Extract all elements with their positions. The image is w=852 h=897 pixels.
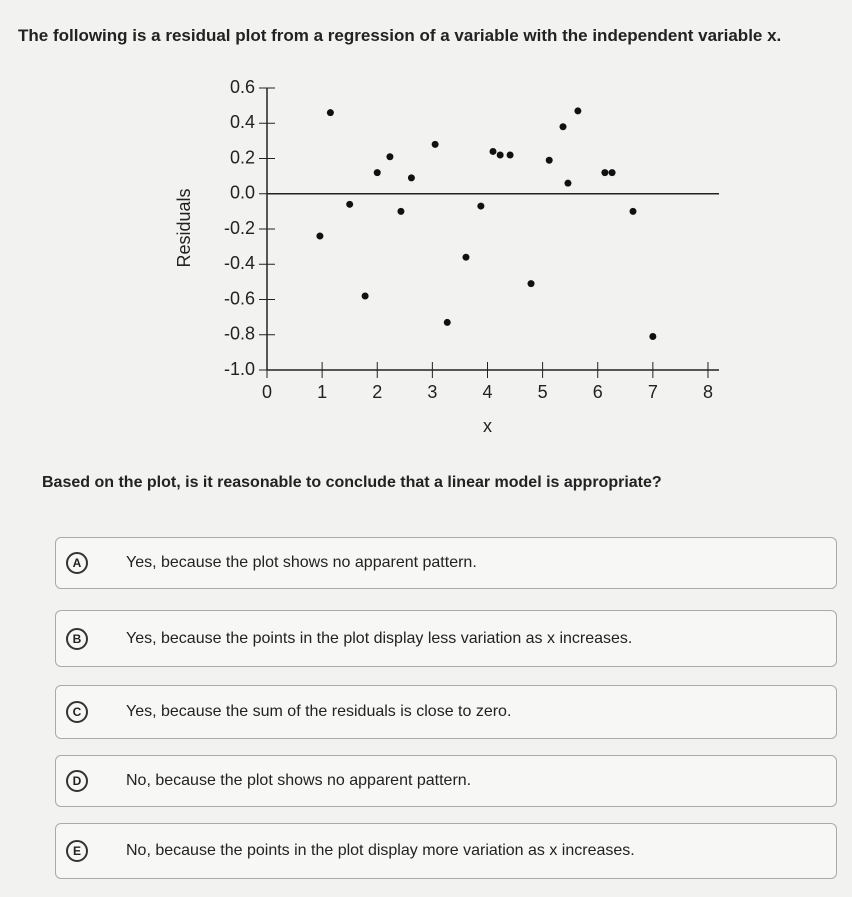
option-letter: B xyxy=(66,627,88,650)
point xyxy=(574,107,582,115)
option-letter: A xyxy=(66,552,88,574)
answer-option[interactable]: A Yes, because the plot shows no apparent… xyxy=(55,537,837,589)
y-tick-label: 0.4 xyxy=(230,112,255,132)
option-text: Yes, because the plot shows no apparent … xyxy=(126,554,477,571)
point xyxy=(326,109,334,117)
y-axis-label: Residuals xyxy=(174,188,194,267)
point xyxy=(601,169,609,177)
y-tick-label: -0.8 xyxy=(224,324,255,344)
x-axis-label: x xyxy=(483,416,492,436)
x-tick-label: 3 xyxy=(427,382,437,402)
point xyxy=(496,151,504,159)
x-tick-label: 6 xyxy=(593,382,603,402)
point xyxy=(527,280,535,288)
point xyxy=(649,333,657,341)
answer-option[interactable]: C Yes, because the sum of the residuals i… xyxy=(55,685,837,739)
option-text: No, because the plot shows no apparent p… xyxy=(126,772,472,789)
option-text: Yes, because the points in the plot disp… xyxy=(126,629,633,647)
point xyxy=(346,200,354,208)
option-letter: C xyxy=(66,701,88,723)
x-tick-label: 0 xyxy=(262,382,272,402)
answer-option[interactable]: E No, because the points in the plot disp… xyxy=(55,823,837,879)
point xyxy=(489,147,497,155)
x-tick-label: 8 xyxy=(703,382,713,402)
point xyxy=(397,207,405,215)
x-tick-label: 5 xyxy=(538,382,548,402)
y-tick-label: -0.2 xyxy=(224,218,255,238)
option-letter: E xyxy=(66,840,88,862)
point xyxy=(462,253,470,261)
option-text: Yes, because the sum of the residuals is… xyxy=(126,703,512,720)
question: Based on the plot, is it reasonable to c… xyxy=(42,474,662,491)
y-tick-label: -1.0 xyxy=(224,359,255,379)
x-tick-label: 2 xyxy=(372,382,382,402)
x-tick-label: 4 xyxy=(482,382,492,402)
point xyxy=(629,207,637,215)
answer-option[interactable]: D No, because the plot shows no apparent … xyxy=(55,755,837,807)
y-tick-label: -0.6 xyxy=(224,288,255,308)
point xyxy=(361,292,369,300)
option-text: No, because the points in the plot displ… xyxy=(126,842,635,859)
point xyxy=(386,153,394,161)
point xyxy=(316,232,324,240)
question-title: The following is a residual plot from a … xyxy=(18,26,782,45)
x-tick-label: 7 xyxy=(648,382,658,402)
y-tick-label: 0.0 xyxy=(230,183,255,203)
point xyxy=(373,169,381,177)
point xyxy=(407,174,415,182)
point xyxy=(545,156,553,164)
answer-option[interactable]: B Yes, because the points in the plot dis… xyxy=(55,610,837,667)
point xyxy=(608,169,616,177)
point xyxy=(564,179,572,187)
y-tick-label: 0.6 xyxy=(230,77,255,97)
point xyxy=(506,151,514,159)
point xyxy=(559,123,567,131)
point xyxy=(443,318,451,326)
point xyxy=(477,202,485,210)
y-tick-label: 0.2 xyxy=(230,147,255,167)
y-tick-label: -0.4 xyxy=(224,253,255,273)
option-letter: D xyxy=(66,770,88,792)
chart: -1.0 -0.8 -0.6 -0.4 -0.2 0.0 0.2 0.4 0.6 0 1 2 3 4 5 6 7… xyxy=(174,77,719,436)
point xyxy=(431,140,439,148)
x-tick-label: 1 xyxy=(317,382,327,402)
